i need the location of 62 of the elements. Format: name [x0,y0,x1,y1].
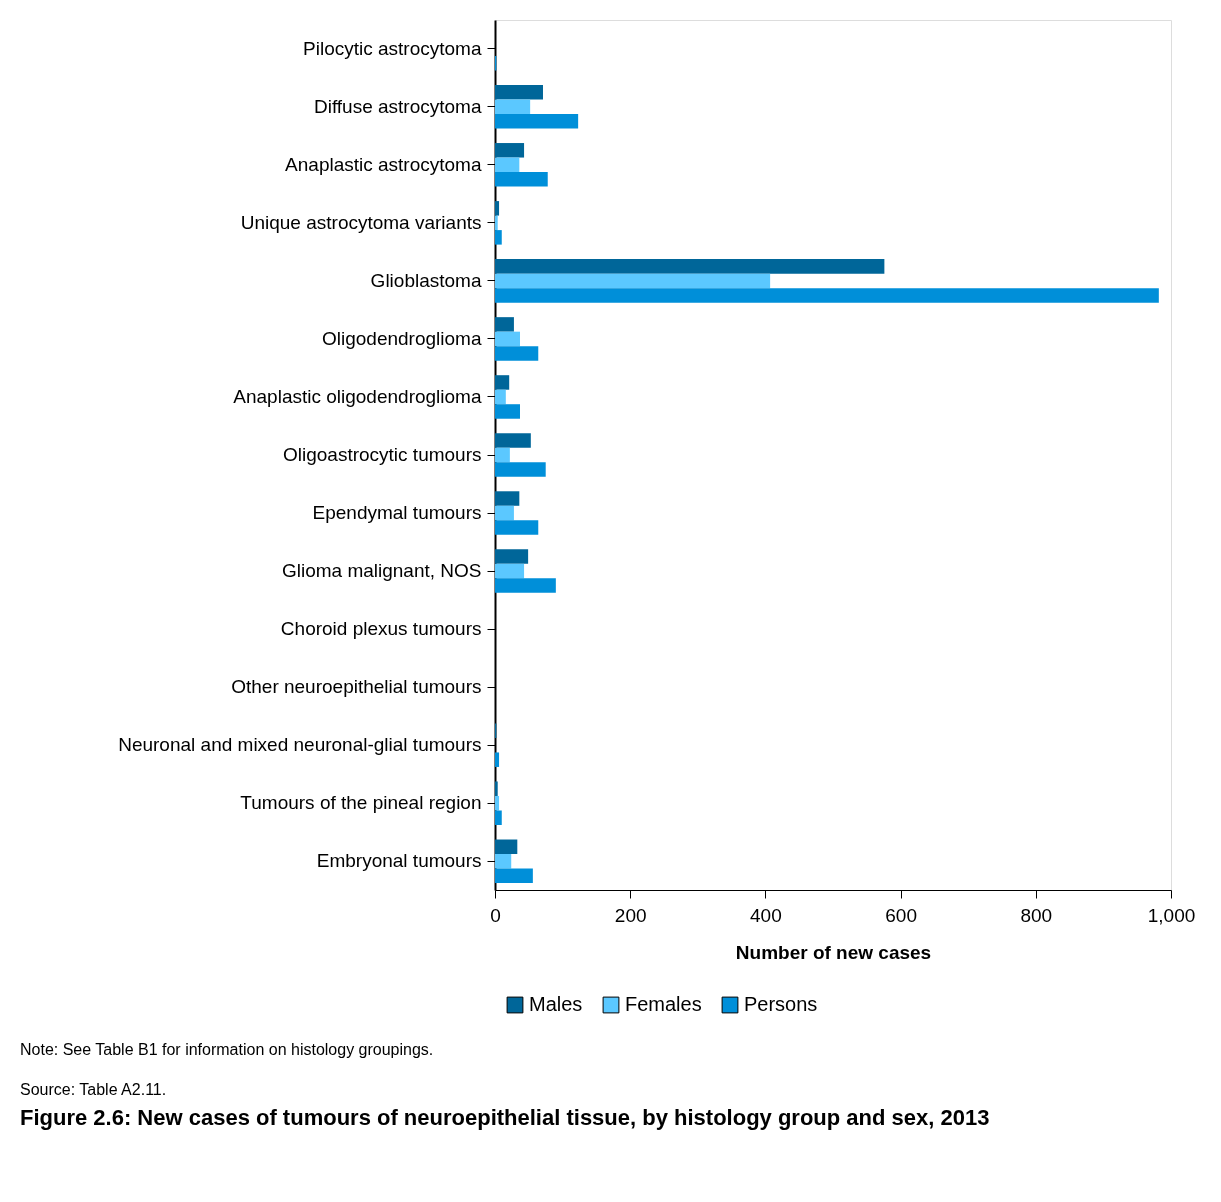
bar [495,563,525,579]
y-tick-label: Glioma malignant, NOS [281,560,482,582]
x-tick-label: 200 [614,904,647,926]
bar [495,839,518,855]
source-note: Source: Table A2.11. [20,1081,167,1098]
bar [495,157,520,173]
bar [495,317,514,332]
bar [495,375,510,390]
y-tick-label: Glioblastoma [370,269,482,291]
x-tick-label: 400 [750,904,782,926]
y-tick-label: Tumours of the pineal region [240,792,482,814]
legend-label: Persons [744,993,818,1015]
y-tick-label: Anaplastic oligodendroglioma [233,385,482,407]
bar [495,215,498,231]
bar [495,85,543,100]
y-tick-label: Ependymal tumours [312,502,482,524]
bar [495,114,579,129]
text: Figure 2.6: New cases of tumours of neuroepithelial tissue, by histology group and sex, 2013 [20,1105,990,1130]
bar [495,752,500,767]
bar [495,795,500,811]
bar [495,462,546,477]
x-tick-label: 0 [490,904,501,926]
bar [495,854,512,869]
y-tick-label: Choroid plexus tumours [280,618,482,640]
bar [495,172,548,187]
x-axis-title: Number of new cases [735,941,932,963]
legend-label: Females [625,993,702,1015]
y-tick-label: Unique astrocytoma variants [240,211,482,233]
y-tick-label: Neuronal and mixed neuronal-glial tumours [118,734,482,756]
y-tick-label: Oligodendroglioma [322,327,482,349]
x-tick-label: 1,000 [1147,904,1196,926]
text: Note: See Table B1 for information on histology groupings. [20,1041,434,1058]
bar [495,505,514,521]
bar [495,143,525,158]
x-tick-label: 600 [885,904,917,926]
bar [495,201,500,216]
bar [495,549,529,564]
bar [495,273,771,289]
bar [495,288,1159,303]
bar [495,404,521,419]
bar [495,781,498,796]
y-tick-label: Embryonal tumours [316,850,482,872]
y-tick-label: Other neuroepithelial tumours [231,676,482,698]
bar [495,520,539,535]
bar [495,447,510,463]
bar [495,578,556,593]
y-tick-label: Diffuse astrocytoma [313,95,482,117]
y-tick-label: Oligoastrocytic tumours [282,444,482,465]
bar [495,331,521,347]
bar [495,99,531,115]
y-tick-label: Pilocytic astrocytoma [303,37,482,59]
y-tick-label: Anaplastic astrocytoma [285,153,482,175]
bar [495,230,502,245]
bar [495,389,506,405]
bar [495,491,520,506]
x-tick-label: 800 [1020,904,1053,926]
bar [495,433,531,448]
bar [495,346,539,361]
bar [495,810,502,825]
bar [495,868,533,884]
legend-label: Males [529,993,583,1015]
bar [495,259,885,274]
